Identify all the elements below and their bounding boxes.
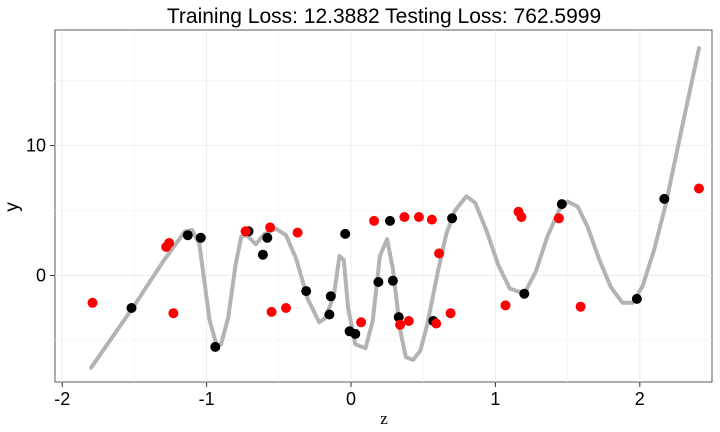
train-point [182, 230, 193, 241]
train-point [373, 277, 384, 287]
test-point [694, 183, 704, 194]
train-point [257, 249, 268, 260]
plot-area: -2 -1 0 1 2 0 10 [26, 29, 713, 409]
test-point [266, 306, 277, 317]
axis-ticks: -2 -1 0 1 2 0 10 [26, 136, 645, 409]
x-axis-label: z [380, 409, 388, 428]
train-point [393, 312, 404, 323]
x-tick-label: 1 [490, 389, 500, 409]
train-point [385, 215, 395, 226]
train-point [210, 341, 221, 352]
plot-panel [54, 29, 713, 383]
test-point [356, 317, 367, 328]
y-tick-label: 10 [26, 136, 46, 156]
train-point [659, 193, 670, 204]
train-point [387, 275, 398, 286]
x-tick-label: -2 [54, 389, 70, 409]
test-point [426, 214, 437, 225]
train-point [631, 293, 642, 304]
test-point [164, 238, 175, 248]
train-point [447, 213, 458, 224]
train-point [324, 309, 335, 320]
test-point [281, 303, 291, 313]
test-point [553, 213, 564, 224]
fitted-curve-line [89, 46, 701, 370]
test-point [369, 215, 380, 226]
x-tick-label: 0 [346, 389, 356, 409]
train-point [325, 291, 336, 302]
y-tick-label: 0 [36, 265, 46, 285]
x-tick-label: -1 [199, 389, 215, 409]
train-point [556, 199, 567, 210]
train-point [262, 232, 273, 243]
train-point [350, 328, 361, 339]
test-point [168, 308, 179, 319]
test-point [445, 308, 456, 319]
point-layer [87, 183, 704, 352]
test-point [403, 316, 414, 326]
train-point [519, 288, 530, 299]
y-axis-label: y [2, 202, 23, 212]
x-tick-label: 2 [635, 389, 645, 409]
train-point [195, 232, 206, 243]
test-point [516, 212, 527, 222]
train-point [301, 286, 312, 297]
grid-lines [55, 30, 712, 382]
test-point [431, 318, 442, 329]
train-point [126, 303, 137, 313]
curve-layer [89, 46, 701, 370]
chart-title: Training Loss: 12.3882 Testing Loss: 762… [167, 5, 601, 28]
test-point [500, 300, 511, 311]
test-point [413, 212, 424, 222]
test-point [575, 301, 586, 312]
test-point [399, 212, 410, 222]
test-point [240, 226, 251, 237]
test-point [265, 222, 276, 233]
test-point [395, 319, 406, 330]
test-point [87, 297, 98, 308]
test-point [434, 248, 445, 259]
test-point [292, 227, 303, 238]
train-point [340, 228, 351, 239]
